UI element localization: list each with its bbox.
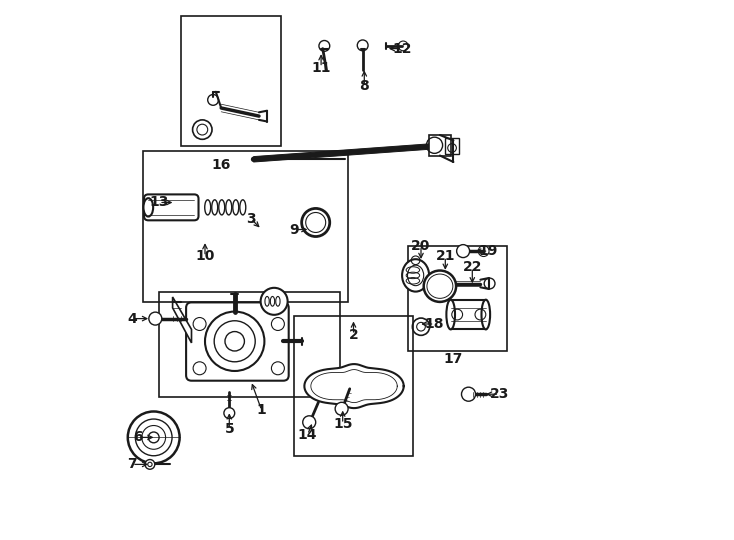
Circle shape [142,426,166,449]
Ellipse shape [143,198,153,217]
Text: 7: 7 [127,457,137,471]
Text: 20: 20 [411,239,431,253]
Circle shape [149,312,161,325]
Bar [446,138,459,154]
Circle shape [148,432,159,443]
FancyBboxPatch shape [144,194,198,220]
Text: 21: 21 [435,249,455,264]
Circle shape [135,419,172,456]
Bar [143,151,348,302]
Circle shape [335,402,348,415]
Ellipse shape [402,259,429,292]
Text: 17: 17 [444,352,463,366]
Text: 5: 5 [225,422,234,436]
FancyBboxPatch shape [186,302,288,381]
Ellipse shape [302,208,330,237]
Text: 12: 12 [393,42,412,56]
Circle shape [128,411,180,463]
Ellipse shape [446,300,455,329]
Text: 11: 11 [311,60,331,75]
Circle shape [457,245,470,258]
Text: 8: 8 [360,79,369,93]
Ellipse shape [407,265,424,286]
Circle shape [145,460,155,469]
Text: 23: 23 [490,387,509,401]
Bar [181,16,280,146]
Text: 14: 14 [298,428,317,442]
Circle shape [261,288,288,315]
Ellipse shape [226,200,232,215]
Ellipse shape [240,200,246,215]
Circle shape [302,416,316,429]
Ellipse shape [211,200,218,215]
Text: 3: 3 [246,212,255,226]
Bar [159,292,340,397]
Text: 4: 4 [127,312,137,326]
Bar [407,246,507,351]
Bar [429,135,451,156]
Text: 19: 19 [479,244,498,258]
Text: 6: 6 [133,430,142,444]
Text: 18: 18 [425,317,444,331]
Circle shape [205,312,264,371]
Circle shape [224,408,235,418]
Polygon shape [305,364,404,408]
Ellipse shape [482,300,490,329]
Ellipse shape [205,200,211,215]
Bar [451,300,486,329]
Ellipse shape [233,200,239,215]
Ellipse shape [424,271,456,302]
Text: 16: 16 [211,158,231,172]
Text: 15: 15 [333,417,352,431]
Polygon shape [172,297,192,343]
Text: 10: 10 [195,249,214,264]
Circle shape [214,321,255,362]
Ellipse shape [219,200,225,215]
Text: 1: 1 [257,403,266,417]
Text: 2: 2 [349,328,358,342]
Bar [294,316,413,456]
Text: 13: 13 [150,195,169,210]
Text: 22: 22 [462,260,482,274]
Ellipse shape [305,212,326,232]
Circle shape [462,387,476,401]
Text: 9: 9 [289,222,299,237]
Ellipse shape [427,274,453,298]
